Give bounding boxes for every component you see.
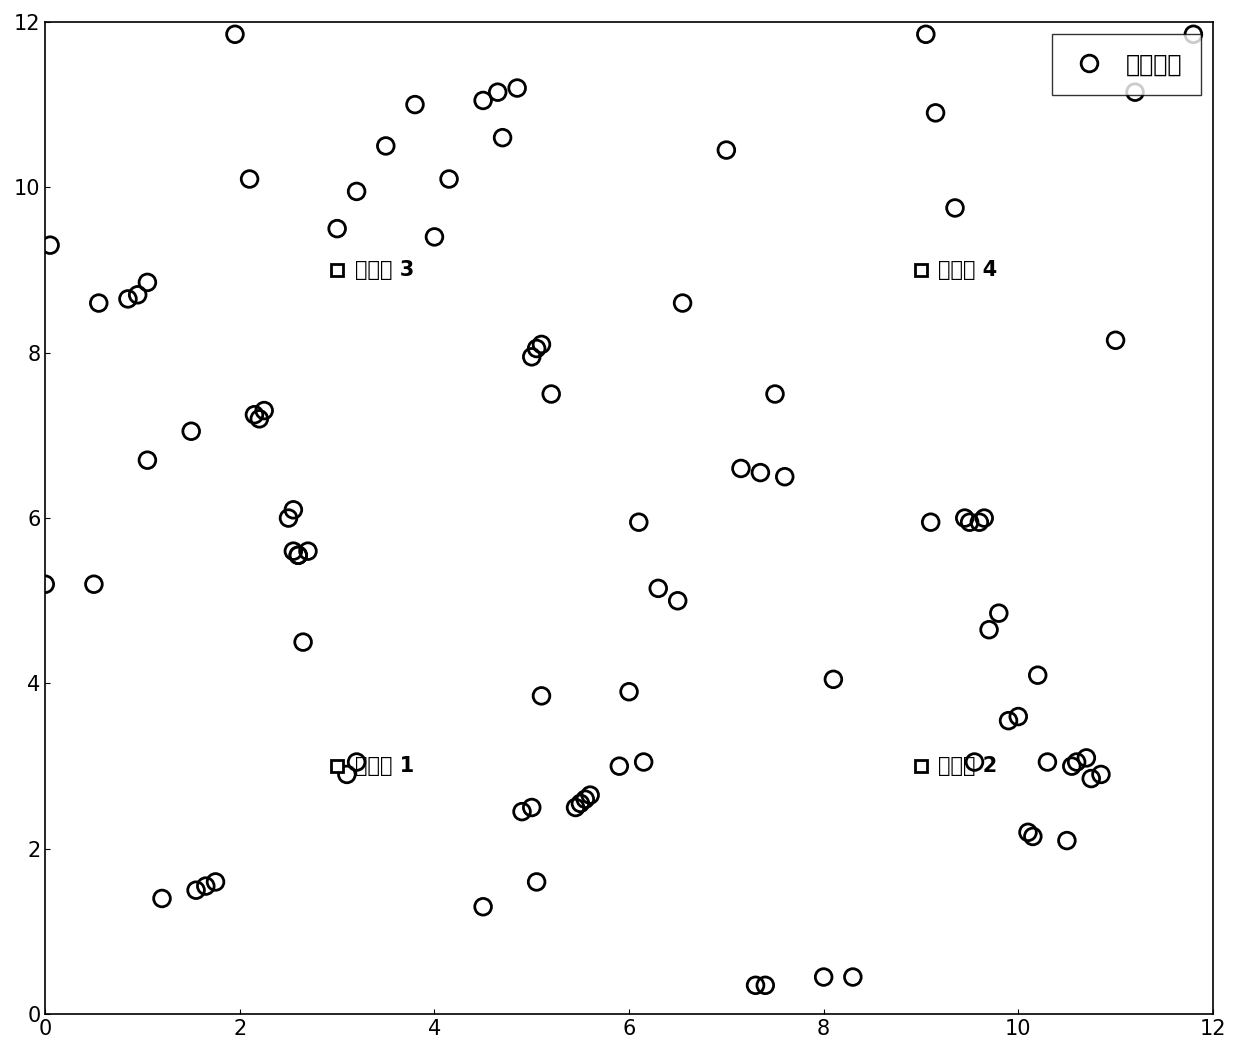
电动汽车: [118, 291, 138, 307]
电动汽车: [527, 874, 547, 891]
电动汽车: [532, 336, 552, 353]
电动汽车: [474, 898, 494, 915]
电动汽车: [649, 580, 668, 597]
电动汽车: [619, 683, 639, 700]
电动汽车: [492, 130, 512, 146]
电动汽车: [843, 969, 863, 986]
电动汽车: [196, 877, 216, 894]
电动汽车: [732, 460, 751, 477]
电动汽车: [84, 576, 104, 593]
电动汽车: [916, 26, 936, 43]
电动汽车: [1081, 770, 1101, 787]
Legend: 电动汽车: 电动汽车: [1053, 34, 1202, 96]
电动汽车: [580, 787, 600, 803]
电动汽车: [945, 199, 965, 216]
电动汽车: [565, 799, 585, 816]
电动汽车: [921, 514, 941, 531]
电动汽车: [925, 104, 945, 121]
电动汽车: [672, 295, 692, 312]
电动汽车: [347, 754, 367, 771]
电动汽车: [1061, 758, 1081, 775]
电动汽车: [1056, 832, 1076, 849]
电动汽车: [1023, 828, 1043, 845]
电动汽车: [542, 385, 562, 402]
电动汽车: [1028, 667, 1048, 683]
电动汽车: [629, 514, 649, 531]
电动汽车: [975, 510, 994, 526]
电动汽车: [965, 754, 985, 771]
电动汽车: [181, 423, 201, 440]
电动汽车: [955, 510, 975, 526]
电动汽车: [532, 688, 552, 704]
电动汽车: [138, 274, 157, 291]
电动汽车: [40, 237, 60, 254]
电动汽车: [668, 593, 688, 610]
电动汽车: [980, 621, 999, 638]
电动汽车: [337, 766, 357, 782]
电动汽车: [153, 890, 172, 907]
电动汽车: [755, 977, 775, 994]
电动汽车: [634, 754, 653, 771]
电动汽车: [1106, 332, 1126, 349]
电动汽车: [474, 92, 494, 108]
电动汽车: [347, 183, 367, 200]
Text: 充电站 2: 充电站 2: [939, 756, 998, 776]
电动汽车: [35, 576, 55, 593]
电动汽车: [226, 26, 246, 43]
电动汽车: [487, 84, 507, 101]
电动汽车: [960, 514, 980, 531]
电动汽车: [186, 881, 206, 898]
电动汽车: [1038, 754, 1058, 771]
电动汽车: [249, 411, 269, 428]
Text: 充电站 3: 充电站 3: [355, 260, 414, 280]
电动汽车: [376, 138, 396, 155]
电动汽车: [527, 340, 547, 357]
电动汽车: [1076, 750, 1096, 767]
电动汽车: [439, 171, 459, 187]
电动汽车: [293, 634, 312, 651]
电动汽车: [1008, 708, 1028, 724]
电动汽车: [609, 758, 629, 775]
电动汽车: [750, 464, 770, 481]
电动汽车: [1018, 823, 1038, 840]
电动汽车: [244, 406, 264, 423]
电动汽车: [570, 795, 590, 812]
电动汽车: [327, 220, 347, 237]
电动汽车: [765, 385, 785, 402]
电动汽车: [206, 874, 226, 891]
电动汽车: [89, 295, 109, 312]
电动汽车: [745, 977, 765, 994]
电动汽车: [998, 712, 1018, 729]
电动汽车: [424, 229, 444, 245]
电动汽车: [717, 142, 737, 159]
电动汽车: [254, 402, 274, 419]
电动汽车: [1183, 26, 1203, 43]
Text: 充电站 1: 充电站 1: [355, 756, 414, 776]
电动汽车: [289, 547, 309, 563]
电动汽车: [522, 349, 542, 365]
电动汽车: [1091, 766, 1111, 782]
电动汽车: [405, 96, 425, 113]
电动汽车: [138, 452, 157, 469]
电动汽车: [284, 501, 304, 518]
电动汽车: [575, 791, 595, 808]
电动汽车: [522, 799, 542, 816]
电动汽车: [289, 547, 309, 563]
电动汽车: [284, 542, 304, 559]
电动汽车: [1125, 84, 1145, 101]
Text: 充电站 4: 充电站 4: [939, 260, 998, 280]
电动汽车: [279, 510, 299, 526]
电动汽车: [507, 80, 527, 97]
电动汽车: [128, 286, 148, 303]
电动汽车: [988, 604, 1008, 621]
电动汽车: [298, 542, 317, 559]
电动汽车: [813, 969, 833, 986]
电动汽车: [775, 469, 795, 485]
电动汽车: [512, 803, 532, 820]
电动汽车: [970, 514, 990, 531]
电动汽车: [823, 671, 843, 688]
电动汽车: [239, 171, 259, 187]
电动汽车: [1066, 754, 1086, 771]
